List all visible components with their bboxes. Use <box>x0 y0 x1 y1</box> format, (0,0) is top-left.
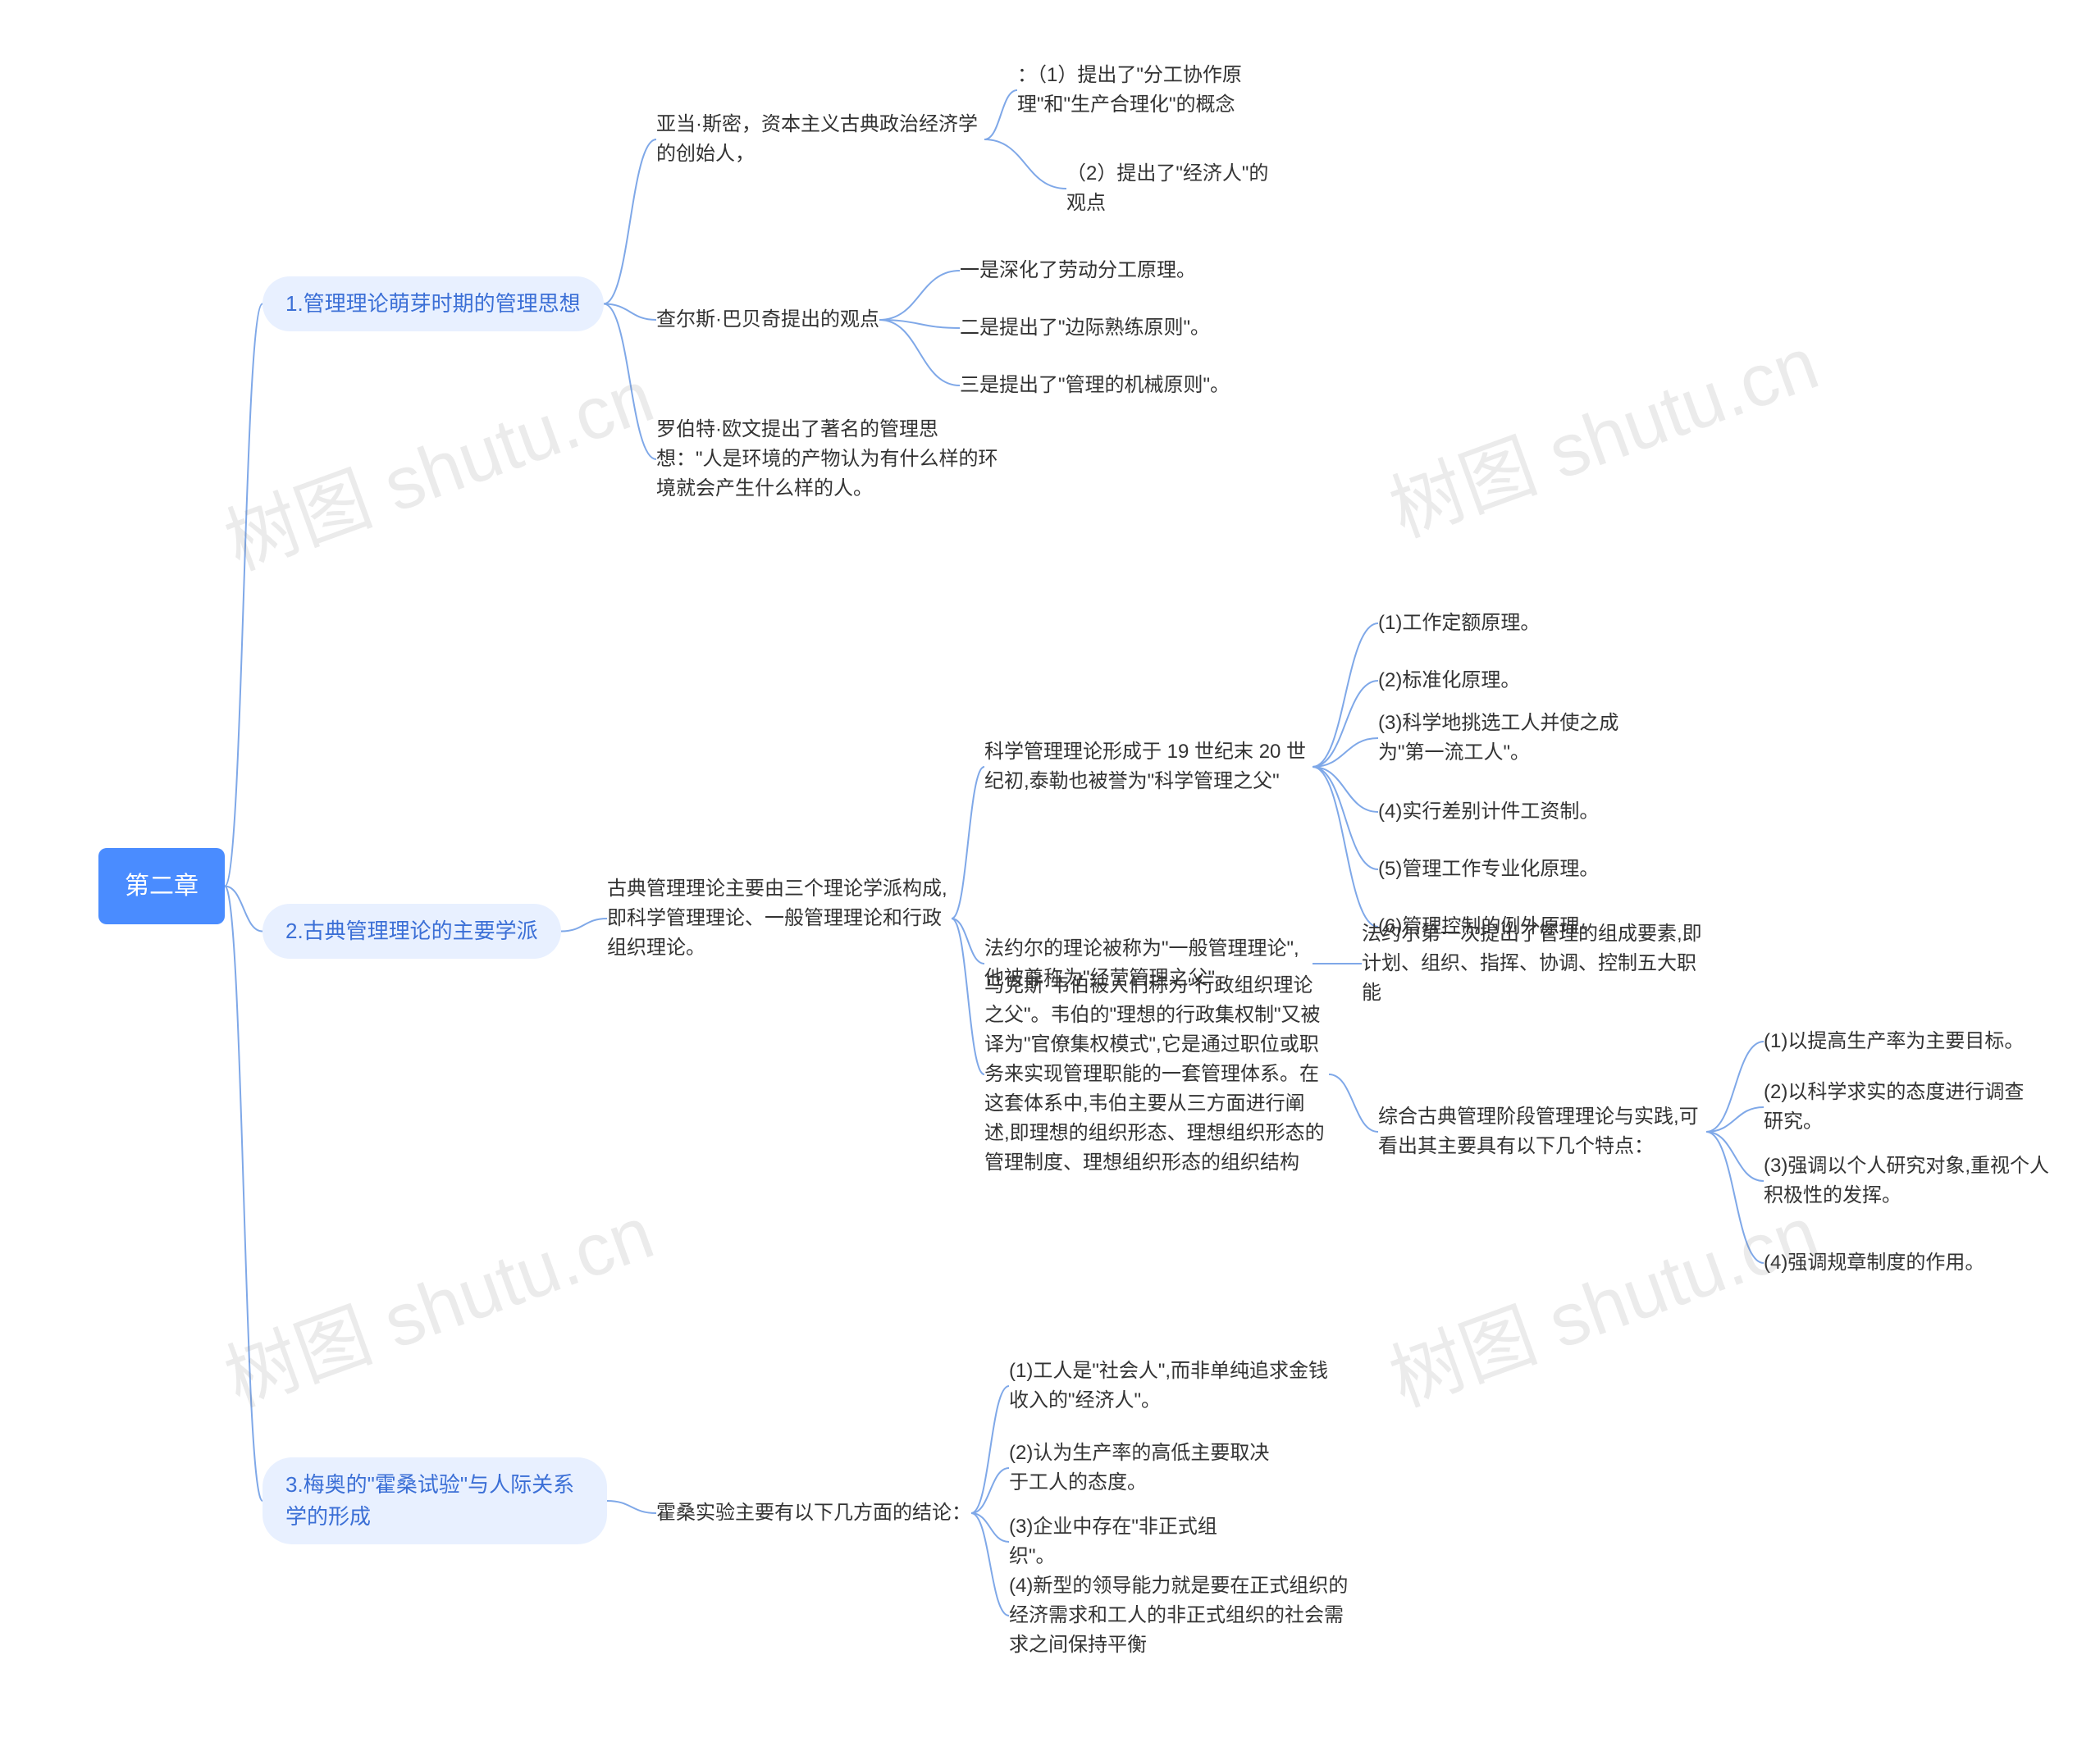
leaf-node[interactable]: (4)新型的领导能力就是要在正式组织的经济需求和工人的非正式组织的社会需求之间保… <box>1009 1571 1354 1660</box>
connector <box>1706 1132 1764 1263</box>
connector <box>1706 1042 1764 1132</box>
leaf-node[interactable]: 亚当·斯密，资本主义古典政治经济学的创始人， <box>656 110 984 169</box>
connector <box>984 90 1017 139</box>
connector <box>225 304 262 887</box>
connector <box>971 1513 1009 1616</box>
leaf-node[interactable]: 古典管理理论主要由三个理论学派构成,即科学管理理论、一般管理理论和行政组织理论。 <box>607 874 952 963</box>
connector <box>1329 1074 1378 1132</box>
connector <box>1312 681 1378 767</box>
leaf-node[interactable]: (3)企业中存在"非正式组织"。 <box>1009 1512 1239 1571</box>
connector <box>1706 1132 1764 1181</box>
leaf-node[interactable]: ：（1）提出了"分工协作原理"和"生产合理化"的概念 <box>1017 61 1312 120</box>
root-node[interactable]: 第二章 <box>98 848 225 924</box>
connector <box>952 919 984 964</box>
branch-node[interactable]: 2.古典管理理论的主要学派 <box>262 904 561 959</box>
leaf-node[interactable]: (3)科学地挑选工人并使之成为"第一流工人"。 <box>1378 709 1641 768</box>
branch-node[interactable]: 3.梅奥的"霍桑试验"与人际关系学的形成 <box>262 1457 607 1544</box>
leaf-node[interactable]: (1)工作定额原理。 <box>1378 609 1540 638</box>
connector <box>1706 1107 1764 1132</box>
connector <box>607 1501 656 1513</box>
leaf-node[interactable]: 二是提出了"边际熟练原则"。 <box>960 313 1210 343</box>
connector <box>879 320 960 328</box>
leaf-node[interactable]: (2)认为生产率的高低主要取决于工人的态度。 <box>1009 1439 1271 1498</box>
leaf-node[interactable]: （2）提出了"经济人"的观点 <box>1066 159 1280 218</box>
connector <box>1312 767 1378 869</box>
connector <box>604 304 656 460</box>
connector <box>225 887 262 932</box>
leaf-node[interactable]: (2)标准化原理。 <box>1378 666 1520 695</box>
connector <box>971 1386 1009 1513</box>
connector <box>952 767 984 919</box>
connector <box>1312 623 1378 767</box>
connector <box>1312 767 1378 927</box>
connector <box>879 320 960 385</box>
branch-node[interactable]: 1.管理理论萌芽时期的管理思想 <box>262 276 604 331</box>
leaf-node[interactable]: (4)实行差别计件工资制。 <box>1378 797 1599 827</box>
connector <box>604 304 656 321</box>
connector <box>225 887 262 1502</box>
watermark: 树图 shutu.cn <box>208 1174 665 1427</box>
connector <box>1312 767 1378 812</box>
leaf-node[interactable]: (1)工人是"社会人",而非单纯追求金钱收入的"经济人"。 <box>1009 1357 1337 1416</box>
leaf-node[interactable]: (1)以提高生产率为主要目标。 <box>1764 1027 2024 1056</box>
leaf-node[interactable]: 罗伯特·欧文提出了著名的管理思想："人是环境的产物认为有什么样的环境就会产生什么… <box>656 415 1001 504</box>
leaf-node[interactable]: 科学管理理论形成于 19 世纪末 20 世纪初,泰勒也被誉为"科学管理之父" <box>984 737 1312 796</box>
leaf-node[interactable]: (2)以科学求实的态度进行调查研究。 <box>1764 1078 2043 1137</box>
watermark: 树图 shutu.cn <box>208 337 665 591</box>
leaf-node[interactable]: (3)强调以个人研究对象,重视个人积极性的发挥。 <box>1764 1151 2059 1211</box>
watermark: 树图 shutu.cn <box>1373 304 1830 558</box>
leaf-node[interactable]: 综合古典管理阶段管理理论与实践,可看出其主要具有以下几个特点： <box>1378 1102 1706 1161</box>
connector <box>952 919 984 1074</box>
connector <box>879 271 960 320</box>
connector <box>1312 738 1378 767</box>
connector <box>604 139 656 304</box>
watermark: 树图 shutu.cn <box>1373 1174 1830 1427</box>
leaf-node[interactable]: 查尔斯·巴贝奇提出的观点 <box>656 305 879 335</box>
connector <box>561 919 607 932</box>
leaf-node[interactable]: 三是提出了"管理的机械原则"。 <box>960 371 1230 400</box>
leaf-node[interactable]: 马克斯·韦伯被人们称为"行政组织理论之父"。韦伯的"理想的行政集权制"又被译为"… <box>984 971 1329 1178</box>
leaf-node[interactable]: 法约尔第一次提出了管理的组成要素,即计划、组织、指挥、协调、控制五大职能 <box>1362 919 1706 1008</box>
leaf-node[interactable]: (5)管理工作专业化原理。 <box>1378 855 1599 884</box>
connector <box>971 1513 1009 1542</box>
connector <box>971 1468 1009 1513</box>
connector <box>984 139 1066 189</box>
leaf-node[interactable]: (4)强调规章制度的作用。 <box>1764 1248 1984 1278</box>
leaf-node[interactable]: 霍桑实验主要有以下几方面的结论： <box>656 1498 971 1528</box>
leaf-node[interactable]: 一是深化了劳动分工原理。 <box>960 256 1196 285</box>
